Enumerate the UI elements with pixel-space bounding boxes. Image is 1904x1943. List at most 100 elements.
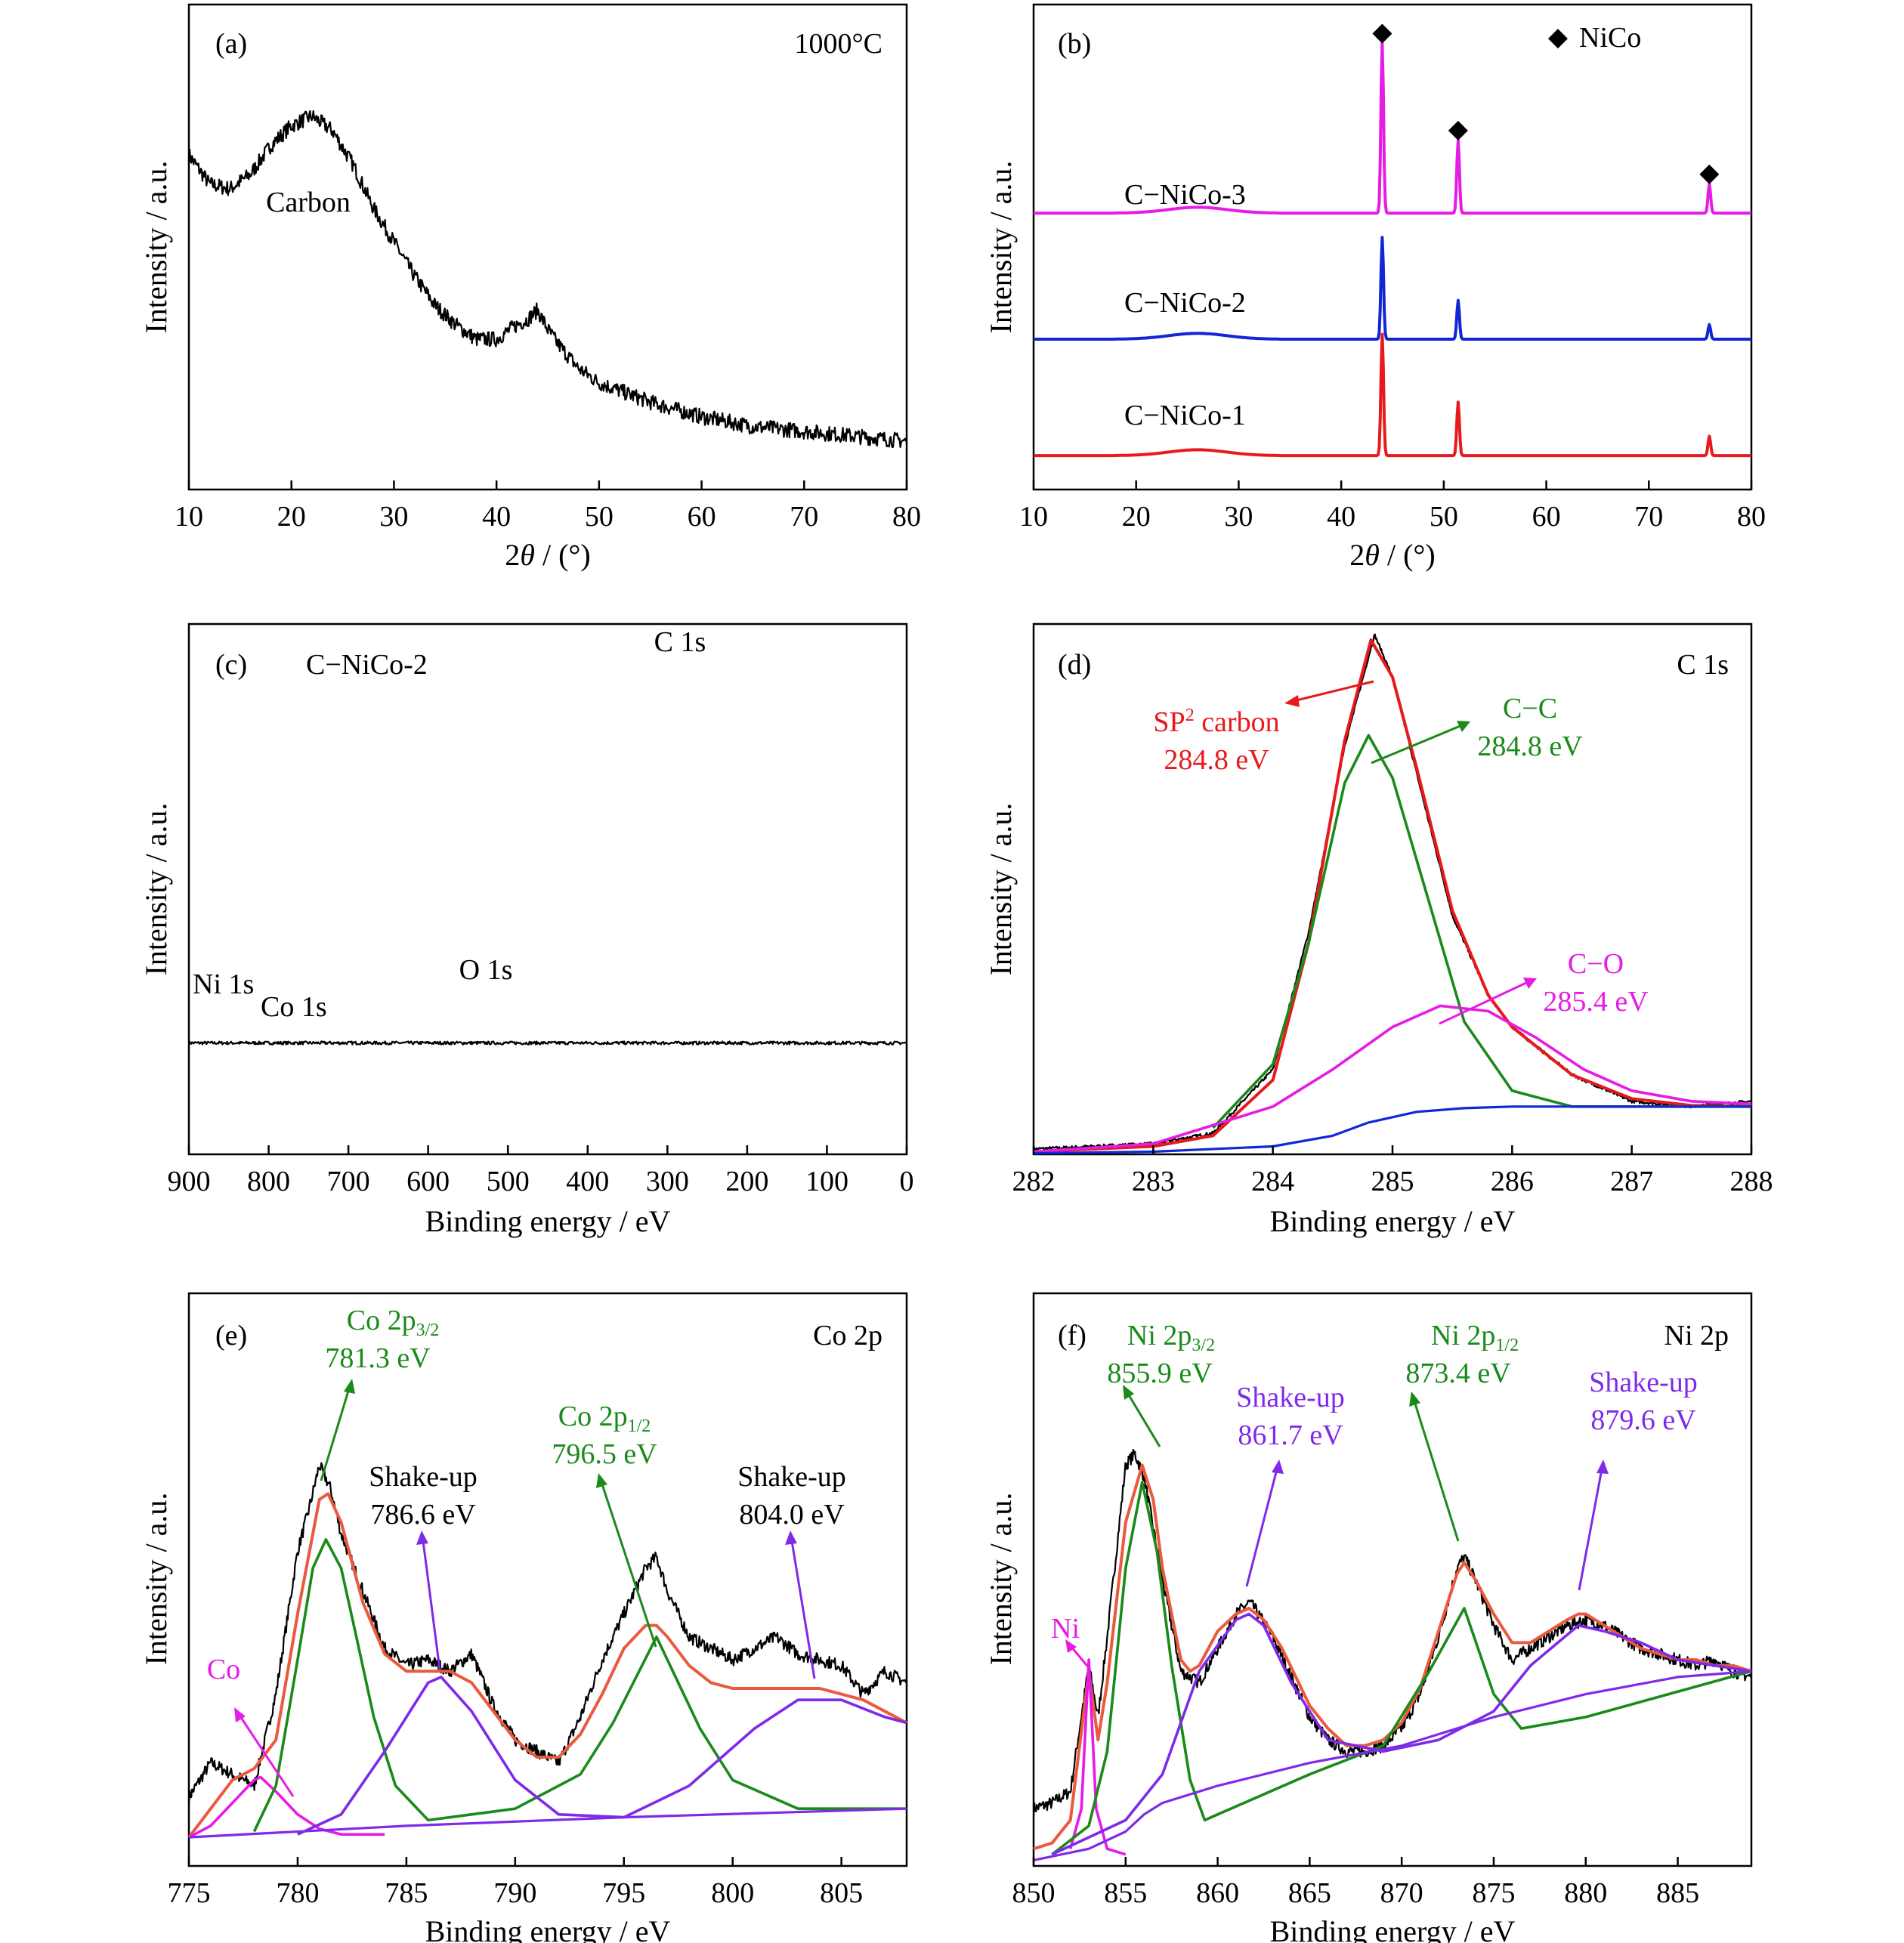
- peak-label-co: C−O: [1568, 948, 1624, 980]
- arrow-cc-head: [1457, 721, 1470, 732]
- arrow-co: [1439, 981, 1528, 1025]
- nico-peak-marker: [1372, 23, 1392, 44]
- series-ni-2p3-2: [1051, 1481, 1752, 1856]
- panel-f-plot: [1032, 1448, 1753, 1861]
- x-tick-label: 600: [406, 1166, 450, 1197]
- peak-label-sp2: SP2 carbon: [1153, 706, 1279, 738]
- x-tick-label: 288: [1730, 1166, 1773, 1197]
- series-ni: [1068, 1658, 1127, 1856]
- panel-c-plot: [187, 1040, 908, 1141]
- arrow-co-metal-head: [234, 1707, 246, 1722]
- series-co: [188, 1775, 385, 1839]
- peak-label-co2p32: Co 2p3/2: [347, 1305, 440, 1340]
- peak-label-ni-shakeup-2-energy: 879.6 eV: [1590, 1404, 1696, 1436]
- panel-e-plot: [187, 1462, 908, 1839]
- panel-a: 10 20 30 40 50 60 70 80 (a) 1000°C Carbon 2θ / …: [139, 3, 921, 572]
- panel-e-arrows: [234, 1379, 816, 1797]
- panel-a-plot: [187, 110, 908, 449]
- series-label-c-nico-3: C−NiCo-3: [1124, 179, 1246, 211]
- x-tick-label: 285: [1371, 1166, 1414, 1197]
- x-tick-label: 40: [1327, 501, 1355, 533]
- x-tick-label: 80: [892, 501, 921, 533]
- x-tick-label: 700: [327, 1166, 370, 1197]
- panel-d-ylabel: Intensity / a.u.: [984, 803, 1018, 976]
- peak-label-ni2p32-energy: 855.9 eV: [1107, 1358, 1213, 1389]
- panel-e-annotation: Co 2p: [813, 1320, 882, 1351]
- series-shake-up: [297, 1676, 907, 1836]
- peak-label-ni2p32: Ni 2p3/2: [1127, 1320, 1215, 1355]
- x-tick-label: 200: [725, 1166, 768, 1197]
- panel-d-xlabel: Binding energy / eV: [1270, 1204, 1516, 1238]
- series-envelope: [1033, 638, 1752, 1154]
- arrow-shakeup-1-head: [416, 1531, 428, 1545]
- panel-e-xlabel: Binding energy / eV: [425, 1914, 671, 1943]
- xrd-series-c-nico-1: [1033, 332, 1752, 458]
- x-tick-label: 800: [247, 1166, 290, 1197]
- panel-c-ylabel: Intensity / a.u.: [139, 803, 173, 976]
- arrow-ni2p12: [1413, 1401, 1460, 1542]
- panel-e-xticks: 775 780 785 790 795 800 805: [168, 1857, 863, 1909]
- x-tick-label: 855: [1104, 1877, 1147, 1909]
- panel-a-xticks: 10 20 30 40 50 60 70 80: [175, 480, 921, 533]
- peak-label-co1s: Co 1s: [261, 991, 327, 1023]
- arrow-ni2p12-head: [1409, 1392, 1420, 1407]
- panel-a-annotation: 1000°C: [794, 28, 882, 60]
- panel-c-frame: [187, 622, 908, 1156]
- x-tick-label: 780: [276, 1877, 319, 1909]
- panel-d-plot: [1032, 633, 1753, 1155]
- panel-f-xticks: 850 855 860 865 870 875 880 885: [1012, 1857, 1699, 1909]
- arrow-shakeup-2: [790, 1540, 816, 1679]
- peak-label-co-energy: 285.4 eV: [1543, 986, 1649, 1018]
- panel-a-label: (a): [215, 28, 247, 60]
- arrow-co2p12-head: [596, 1473, 607, 1488]
- panel-e-label: (e): [215, 1320, 247, 1351]
- x-tick-label: 284: [1251, 1166, 1294, 1197]
- peak-label-ni2p12: Ni 2p1/2: [1431, 1320, 1519, 1355]
- peak-label-ni-shakeup-1: Shake-up: [1236, 1382, 1345, 1413]
- x-tick-label: 775: [168, 1877, 211, 1909]
- series-c-o: [1033, 1004, 1752, 1154]
- x-tick-label: 860: [1196, 1877, 1239, 1909]
- arrow-ni-shakeup-1: [1245, 1469, 1278, 1587]
- x-tick-label: 60: [688, 501, 716, 533]
- panel-f-ylabel: Intensity / a.u.: [984, 1493, 1018, 1666]
- x-tick-label: 800: [711, 1877, 754, 1909]
- peak-label-ni-shakeup-1-energy: 861.7 eV: [1238, 1419, 1343, 1451]
- x-tick-label: 10: [175, 501, 203, 533]
- panel-d-label: (d): [1058, 649, 1091, 681]
- series-raw: [1032, 1448, 1753, 1815]
- arrow-ni-shakeup-2: [1578, 1469, 1603, 1591]
- arrow-ni-shakeup-1-head: [1272, 1460, 1284, 1474]
- peak-label-ni-shakeup-2: Shake-up: [1589, 1367, 1698, 1398]
- series-spectrum: [187, 110, 908, 449]
- peak-label-o1s: O 1s: [459, 954, 513, 986]
- panel-c-annotation: C−NiCo-2: [306, 649, 428, 681]
- series-envelope: [187, 1492, 907, 1839]
- arrow-co2p32-head: [344, 1379, 355, 1394]
- panel-f-frame: [1032, 1292, 1753, 1867]
- x-tick-label: 900: [168, 1166, 211, 1197]
- panel-d: 282 283 284 285 286 287 288 (d) C 1s SP2 carbo…: [984, 622, 1773, 1238]
- series-c-c: [1212, 734, 1751, 1129]
- x-tick-label: 0: [900, 1166, 914, 1197]
- panel-a-xlabel: 2θ / (°): [505, 538, 590, 572]
- x-tick-label: 70: [790, 501, 818, 533]
- series-shake-up: [1051, 1612, 1752, 1856]
- x-tick-label: 500: [487, 1166, 530, 1197]
- x-tick-label: 790: [493, 1877, 536, 1909]
- x-tick-label: 805: [820, 1877, 863, 1909]
- nico-peak-marker: [1699, 164, 1720, 184]
- x-tick-label: 20: [1122, 501, 1151, 533]
- panel-c-xlabel: Binding energy / eV: [425, 1204, 671, 1238]
- x-tick-label: 70: [1634, 501, 1663, 533]
- x-tick-label: 50: [585, 501, 614, 533]
- arrow-sp2-head: [1284, 695, 1300, 707]
- series-background: [1033, 1670, 1752, 1861]
- peak-label-shakeup-1: Shake-up: [369, 1461, 478, 1493]
- panel-e-ylabel: Intensity / a.u.: [139, 1493, 173, 1666]
- peak-label-shakeup-2: Shake-up: [737, 1461, 846, 1493]
- x-tick-label: 850: [1012, 1877, 1056, 1909]
- arrow-ni-metal-head: [1065, 1639, 1077, 1653]
- peak-label-c1s: C 1s: [654, 626, 706, 658]
- x-tick-label: 870: [1380, 1877, 1423, 1909]
